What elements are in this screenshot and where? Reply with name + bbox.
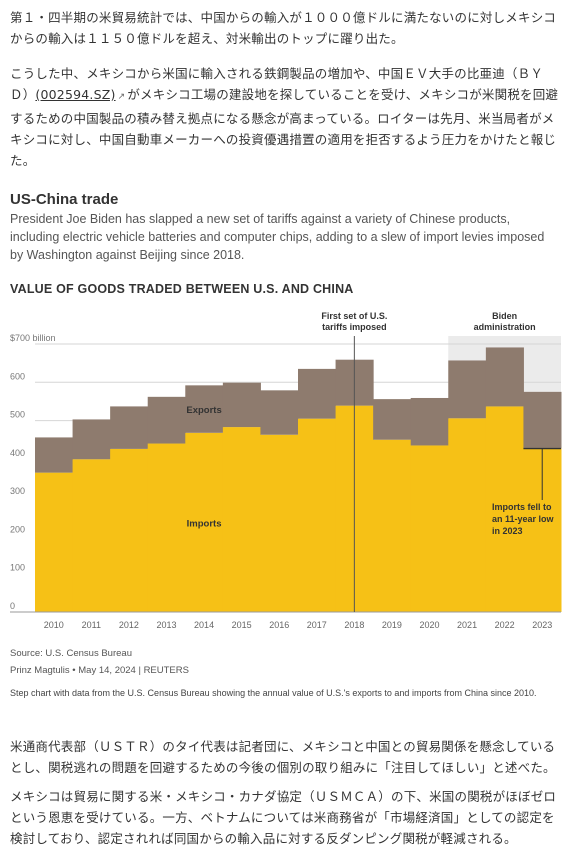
imports-step-2011 (72, 459, 111, 612)
chart-note: Step chart with data from the U.S. Censu… (10, 688, 537, 698)
exports-step-2020 (410, 397, 449, 446)
x-tick-label: 2017 (307, 620, 327, 630)
y-tick-label: 300 (10, 486, 25, 496)
exports-step-2011 (72, 419, 111, 460)
imports-step-2013 (147, 443, 186, 612)
x-tick-label: 2022 (495, 620, 515, 630)
annotation-11-year-low-line: Imports fell to (492, 502, 552, 512)
y-tick-label: 600 (10, 371, 25, 381)
x-tick-label: 2023 (532, 620, 552, 630)
exports-step-2019 (373, 399, 412, 440)
imports-step-2016 (260, 434, 299, 612)
annotation-11-year-low: Imports fell to an 11-year low in 2023 (492, 502, 555, 536)
imports-step-2012 (110, 448, 149, 612)
article-paragraph-4: メキシコは貿易に関する米・メキシコ・カナダ協定（ＵＳＭＣＡ）の下、米国の関税がほ… (10, 789, 557, 846)
chart-credit: Prinz Magtulis • May 14, 2024 | REUTERS (10, 665, 189, 676)
x-tick-label: 2014 (194, 620, 214, 630)
y-tick-label: 200 (10, 524, 25, 534)
imports-step-2019 (373, 439, 412, 612)
annotation-first-tariffs: First set of U.S. tariffs imposed (321, 311, 387, 332)
imports-step-2010 (35, 472, 74, 612)
article-paragraph-3: 米通商代表部（ＵＳＴＲ）のタイ代表は記者団に、メキシコと中国との貿易関係を懸念し… (10, 739, 556, 775)
chart-source: Source: U.S. Census Bureau (10, 648, 132, 659)
x-tick-label: 2016 (269, 620, 289, 630)
exports-step-2017 (298, 368, 337, 419)
imports-step-2021 (448, 418, 487, 612)
external-link-icon: ↗ (117, 92, 126, 102)
y-tick-label: $700 billion (10, 333, 56, 343)
x-tick-label: 2015 (232, 620, 252, 630)
annotation-biden-administration-line: administration (474, 322, 536, 332)
x-tick-label: 2013 (156, 620, 176, 630)
chart-title: VALUE OF GOODS TRADED BETWEEN U.S. AND C… (10, 282, 354, 296)
annotation-first-tariffs-line: First set of U.S. (321, 311, 387, 321)
y-tick-label: 0 (10, 601, 15, 611)
x-tick-label: 2018 (344, 620, 364, 630)
exports-step-2012 (110, 406, 149, 449)
byd-ticker-link[interactable]: (002594.SZ) (35, 87, 116, 102)
article-paragraph-1: 第１・四半期の米貿易統計では、中国からの輸入が１０００億ドルに満たないのに対しメ… (10, 10, 557, 46)
exports-step-2015 (222, 382, 261, 428)
exports-step-2013 (147, 396, 186, 444)
exports-step-2021 (448, 360, 487, 419)
y-tick-label: 500 (10, 410, 25, 420)
x-tick-label: 2019 (382, 620, 402, 630)
x-tick-label: 2020 (419, 620, 439, 630)
exports-step-2010 (35, 437, 74, 473)
section-title: US-China trade (10, 191, 119, 208)
section-description: President Joe Biden has slapped a new se… (10, 212, 545, 262)
exports-step-2023 (523, 391, 562, 449)
article-paragraph-2: こうした中、メキシコから米国に輸入される鉄鋼製品の増加や、中国ＥＶ大手の比亜迪（… (10, 63, 560, 171)
annotation-biden-administration-line: Biden (492, 311, 517, 321)
x-tick-label: 2012 (119, 620, 139, 630)
annotation-11-year-low-line: an 11-year low (492, 514, 555, 524)
y-tick-label: 100 (10, 563, 25, 573)
annotation-11-year-low-line: in 2023 (492, 526, 523, 536)
article-paragraph-2-text-b: がメキシコ工場の建設地を探していることを受け、メキシコが米関税を回避するための中… (10, 87, 559, 168)
series-label-exports: Exports (186, 405, 221, 416)
imports-step-2020 (410, 445, 449, 612)
imports-step-2017 (298, 418, 337, 612)
x-tick-label: 2021 (457, 620, 477, 630)
exports-step-2016 (260, 390, 299, 435)
x-tick-label: 2011 (82, 620, 101, 630)
trade-chart: 0 100 200 300 400 500 600 $700 billion 2010 2011 2… (10, 311, 562, 630)
y-tick-label: 400 (10, 448, 25, 458)
series-label-imports: Imports (187, 518, 222, 529)
exports-step-2022 (485, 347, 524, 407)
imports-step-2022 (485, 406, 524, 612)
x-tick-label: 2010 (44, 620, 64, 630)
annotation-biden-administration: Biden administration (474, 311, 536, 332)
annotation-first-tariffs-line: tariffs imposed (322, 322, 387, 332)
imports-step-2014 (185, 432, 224, 612)
article-paragraph-2-text-a: こうした中、メキシコから米国に輸入される鉄鋼製品の増加や、中国ＥＶ大手の比亜迪（… (10, 66, 544, 102)
exports-step-2014 (185, 385, 224, 433)
imports-step-2015 (222, 427, 261, 612)
